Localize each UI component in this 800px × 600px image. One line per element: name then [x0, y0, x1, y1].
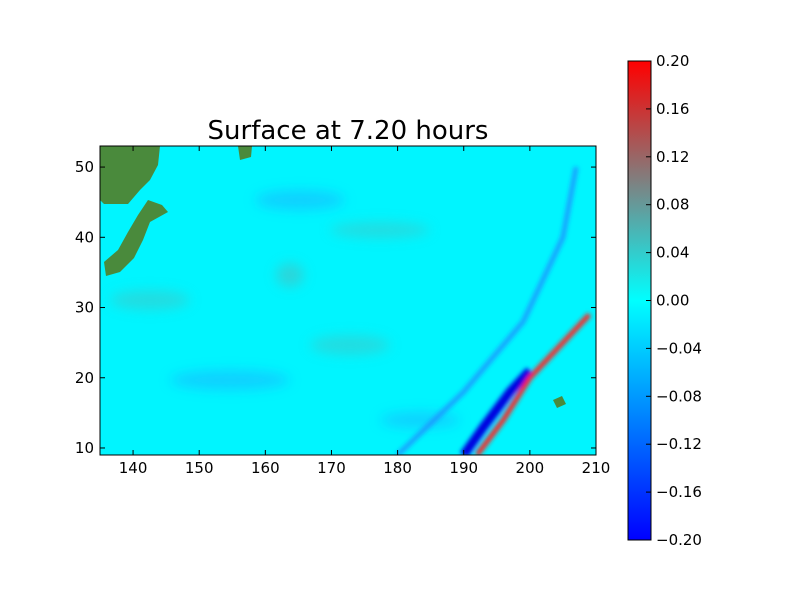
colorbar-tick-label: −0.16	[656, 483, 702, 501]
colorbar-tick-label: −0.08	[656, 387, 702, 405]
x-tick-label: 200	[516, 459, 545, 477]
x-tick-label: 210	[582, 459, 611, 477]
y-tick-label: 50	[75, 158, 94, 176]
trough	[460, 367, 534, 455]
y-tick-label: 10	[75, 439, 94, 457]
x-tick-label: 180	[383, 459, 412, 477]
x-axis: 140 150 160 170 180 190 200 210	[119, 146, 611, 477]
colorbar-ticks: −0.20 −0.16 −0.12 −0.08 −0.04 0.00 0.04 0.08 0.1…	[646, 52, 702, 549]
heatmap-area	[100, 146, 596, 455]
x-tick-label: 190	[449, 459, 478, 477]
colorbar-tick-label: −0.20	[656, 531, 702, 549]
x-tick-label: 170	[317, 459, 346, 477]
land-kamchatka	[100, 146, 160, 204]
x-tick-label: 140	[119, 459, 148, 477]
land-japan	[104, 200, 168, 276]
colorbar-tick-label: 0.08	[656, 196, 689, 214]
y-tick-label: 30	[75, 299, 94, 317]
colorbar-tick-label: 0.12	[656, 148, 689, 166]
land-alaska	[238, 146, 252, 160]
outer-ring	[395, 166, 579, 455]
colorbar-tick-label: −0.04	[656, 339, 702, 357]
x-tick-label: 160	[251, 459, 280, 477]
wave-front	[474, 312, 592, 455]
y-tick-label: 40	[75, 228, 94, 246]
y-tick-label: 20	[75, 369, 94, 387]
chart-title: Surface at 7.20 hours	[208, 116, 489, 146]
colorbar-tick-label: 0.16	[656, 100, 689, 118]
land-masses	[100, 146, 566, 408]
y-axis: 10 20 30 40 50	[75, 158, 596, 457]
x-tick-label: 150	[185, 459, 214, 477]
colorbar-tick-label: 0.04	[656, 244, 689, 262]
colorbar-tick-label: 0.00	[656, 292, 689, 310]
plot-frame	[99, 145, 597, 456]
land-hawaii	[553, 396, 566, 408]
colorbar-tick-label: 0.20	[656, 52, 689, 70]
colorbar-tick-label: −0.12	[656, 435, 702, 453]
wave-features	[395, 166, 592, 455]
